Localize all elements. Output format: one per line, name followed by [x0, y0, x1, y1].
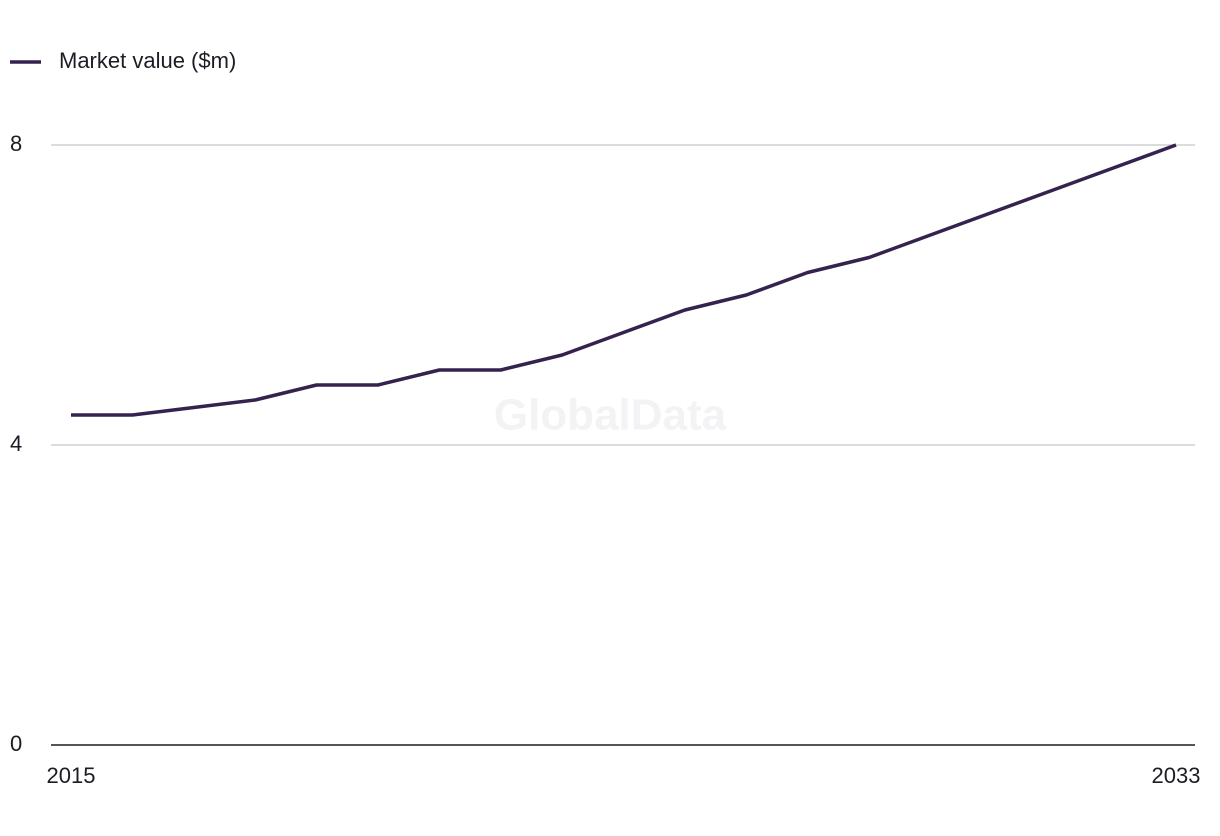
legend-label: Market value ($m)	[59, 48, 236, 73]
y-tick-label: 0	[10, 731, 22, 756]
watermark: GlobalData	[494, 391, 727, 440]
x-tick-label: 2033	[1152, 763, 1201, 788]
x-tick-label: 2015	[47, 763, 96, 788]
y-tick-label: 4	[10, 431, 22, 456]
y-tick-label: 8	[10, 131, 22, 156]
line	[71, 143, 1177, 417]
